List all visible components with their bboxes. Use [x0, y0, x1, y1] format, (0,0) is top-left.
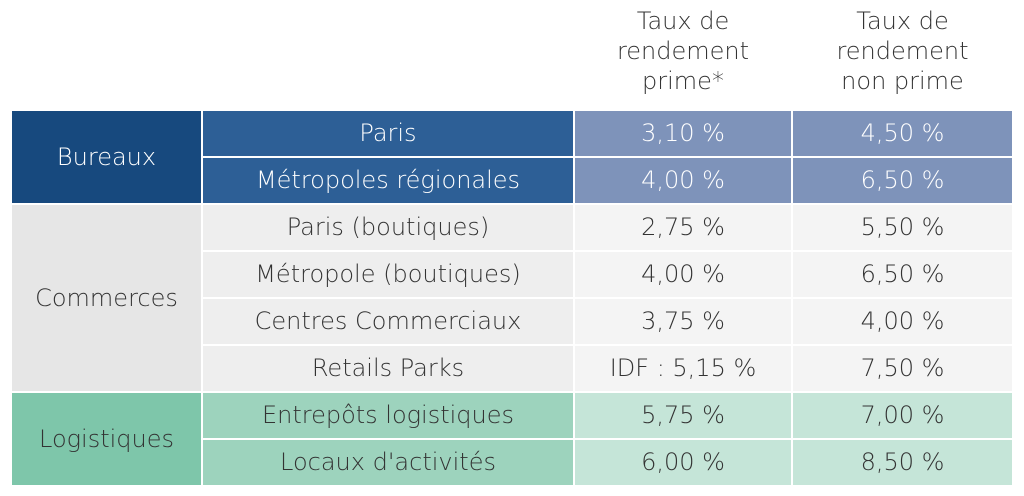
- prime-yield-value: 3,75 %: [575, 299, 793, 346]
- header-line: rendement: [836, 37, 969, 65]
- category-cell-bureaux: Bureaux: [12, 111, 203, 205]
- category-cell-commerces: Commerces: [12, 205, 203, 393]
- header-line: prime*: [642, 67, 724, 95]
- prime-yield-value: 4,00 %: [575, 252, 793, 299]
- prime-yield-value: 6,00 %: [575, 440, 793, 487]
- header-non-prime-yield: Taux de rendement non prime: [793, 6, 1012, 96]
- row-label: Entrepôts logistiques: [203, 393, 575, 440]
- non-prime-yield-value: 6,50 %: [793, 252, 1014, 299]
- table-row: Bureaux Paris 3,10 % 4,50 %: [12, 111, 1014, 205]
- table-row: Centres Commerciaux 3,75 % 4,00 %: [12, 299, 1014, 346]
- prime-yield-value: IDF : 5,15 %: [575, 346, 793, 393]
- table-row: Retails Parks IDF : 5,15 % 7,50 %: [12, 346, 1014, 393]
- prime-yield-value: 4,00 %: [575, 158, 793, 205]
- non-prime-yield-value: 8,50 %: [793, 440, 1014, 487]
- header-line: rendement: [616, 37, 750, 65]
- non-prime-yield-value: 7,00 %: [793, 393, 1014, 440]
- table-row: Métropole (boutiques) 4,00 % 6,50 %: [12, 252, 1014, 299]
- category-cell-logistiques: Logistiques: [12, 393, 203, 487]
- header-prime-yield: Taux de rendement prime*: [575, 6, 791, 96]
- non-prime-yield-value: 5,50 %: [793, 205, 1014, 252]
- non-prime-yield-value: 6,50 %: [793, 158, 1014, 205]
- non-prime-yield-value: 4,00 %: [793, 299, 1014, 346]
- table-row: Métropoles régionales 4,00 % 6,50 %: [12, 158, 1014, 205]
- header-line: non prime: [841, 67, 964, 95]
- prime-yield-value: 5,75 %: [575, 393, 793, 440]
- header-line: Taux de: [856, 7, 949, 35]
- row-label: Paris (boutiques): [203, 205, 575, 252]
- non-prime-yield-value: 4,50 %: [793, 111, 1014, 158]
- row-label: Locaux d'activités: [203, 440, 575, 487]
- row-label: Retails Parks: [203, 346, 575, 393]
- table-row: Locaux d'activités 6,00 % 8,50 %: [12, 440, 1014, 487]
- row-label: Métropoles régionales: [203, 158, 575, 205]
- row-label: Paris: [203, 111, 575, 158]
- non-prime-yield-value: 7,50 %: [793, 346, 1014, 393]
- yield-table: Bureaux Paris 3,10 % 4,50 % Métropoles r…: [12, 111, 1014, 487]
- table-row: Logistiques Entrepôts logistiques 5,75 %…: [12, 393, 1014, 487]
- header-line: Taux de: [636, 7, 730, 35]
- row-label: Centres Commerciaux: [203, 299, 575, 346]
- table-row: Commerces Paris (boutiques) 2,75 % 5,50 …: [12, 205, 1014, 393]
- row-label: Métropole (boutiques): [203, 252, 575, 299]
- prime-yield-value: 3,10 %: [575, 111, 793, 158]
- prime-yield-value: 2,75 %: [575, 205, 793, 252]
